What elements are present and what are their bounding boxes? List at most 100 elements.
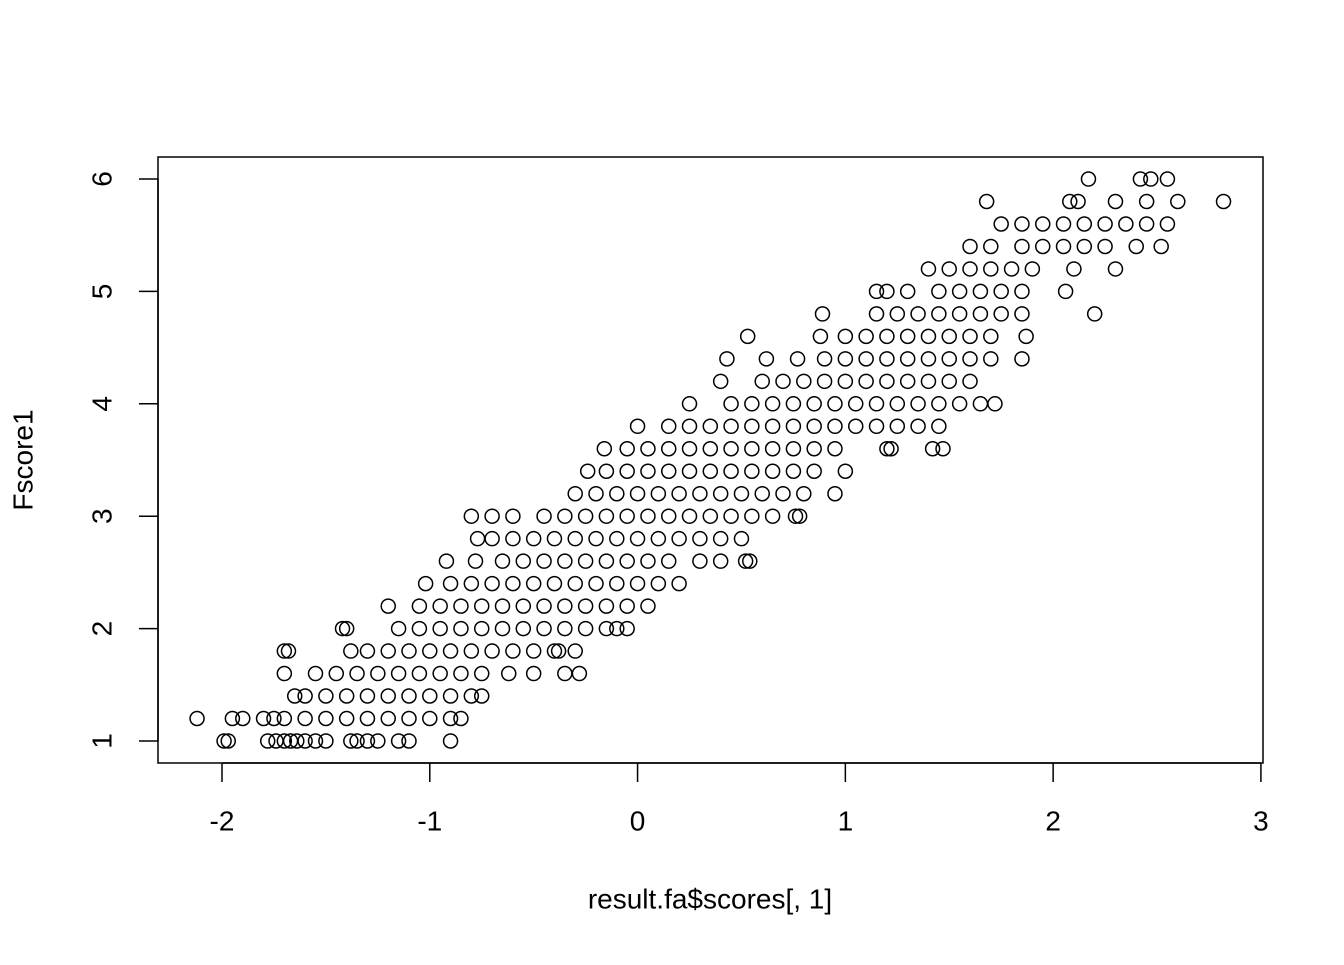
point — [609, 485, 625, 502]
point — [935, 441, 951, 457]
point — [484, 643, 500, 659]
point — [1107, 193, 1124, 210]
point — [640, 598, 656, 614]
point — [469, 530, 486, 547]
point — [1034, 216, 1051, 232]
point — [993, 306, 1009, 322]
point — [536, 620, 552, 637]
point — [744, 508, 760, 524]
point — [484, 575, 500, 592]
point — [280, 643, 297, 659]
point — [791, 508, 808, 524]
point — [422, 643, 438, 659]
point — [983, 238, 999, 255]
point — [692, 553, 708, 569]
point — [417, 575, 434, 592]
point — [473, 688, 490, 704]
point — [442, 733, 459, 749]
point — [571, 665, 588, 682]
point — [467, 553, 484, 569]
point — [681, 441, 698, 457]
point — [837, 328, 854, 345]
point — [723, 418, 739, 435]
point — [806, 441, 822, 457]
point — [546, 530, 563, 547]
point — [619, 598, 635, 614]
point — [744, 441, 760, 457]
point — [744, 463, 760, 479]
point — [276, 665, 293, 682]
point — [1097, 216, 1113, 232]
point — [525, 575, 542, 592]
point — [463, 508, 480, 524]
point — [577, 620, 594, 637]
point — [827, 418, 843, 435]
point — [868, 306, 885, 322]
point — [453, 620, 469, 637]
point — [453, 665, 469, 682]
point — [189, 710, 205, 727]
point — [733, 485, 750, 502]
point — [282, 733, 299, 749]
point — [588, 485, 604, 502]
y-tick-label: 1 — [86, 733, 117, 749]
point — [276, 710, 293, 727]
point — [899, 328, 916, 345]
point — [806, 396, 822, 412]
point — [536, 598, 552, 614]
point — [588, 575, 604, 592]
point — [349, 665, 365, 682]
point — [972, 396, 989, 412]
point — [660, 441, 677, 457]
point — [754, 373, 770, 390]
point — [1062, 193, 1078, 210]
y-tick-label: 5 — [86, 284, 117, 300]
point — [629, 575, 646, 592]
point — [359, 643, 376, 659]
point — [596, 441, 613, 457]
x-tick-label: 1 — [838, 805, 854, 836]
point — [962, 373, 978, 390]
point — [442, 575, 459, 592]
point — [837, 373, 854, 390]
point — [318, 688, 334, 704]
point — [1003, 261, 1020, 277]
point — [931, 283, 947, 300]
point — [650, 575, 667, 592]
point — [525, 530, 542, 547]
y-tick-label: 6 — [86, 171, 117, 187]
point — [650, 485, 667, 502]
y-axis-label: Fscore1 — [7, 409, 38, 510]
point — [598, 620, 615, 637]
point — [1057, 283, 1074, 300]
point — [920, 351, 937, 367]
point — [588, 530, 604, 547]
point — [318, 733, 334, 749]
point — [1138, 216, 1155, 232]
point — [681, 396, 698, 412]
point — [359, 710, 376, 727]
point — [978, 193, 995, 210]
point — [515, 620, 532, 637]
point — [858, 328, 874, 345]
point — [401, 643, 417, 659]
point — [1143, 171, 1159, 187]
point — [640, 553, 656, 569]
point — [879, 328, 895, 345]
point — [775, 485, 791, 502]
point — [785, 396, 802, 412]
point — [297, 733, 313, 749]
point — [764, 441, 781, 457]
point — [972, 306, 989, 322]
point — [598, 553, 615, 569]
point — [577, 553, 594, 569]
point — [557, 620, 573, 637]
point — [463, 688, 480, 704]
point — [719, 351, 735, 367]
point — [494, 553, 511, 569]
point — [951, 396, 968, 412]
point — [787, 508, 804, 524]
point — [1014, 238, 1030, 255]
point — [422, 710, 438, 727]
point — [380, 710, 396, 727]
